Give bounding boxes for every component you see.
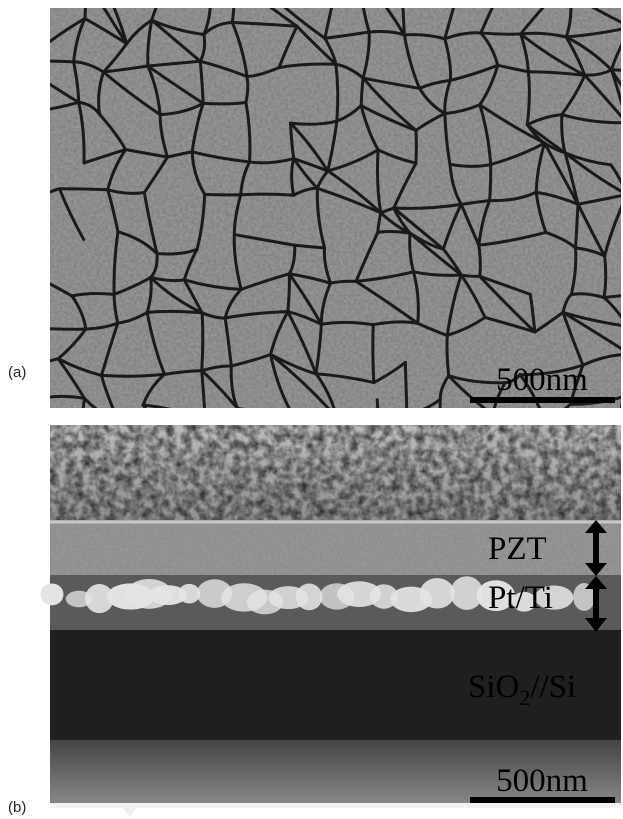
boundary bbox=[205, 408, 237, 419]
boundary bbox=[373, 325, 374, 383]
boundary bbox=[288, 274, 290, 312]
surface-texture bbox=[50, 425, 621, 523]
page: 500nm (a) PZT Pt/Ti SiO2//Si 500nm (b) (… bbox=[0, 0, 623, 819]
boundary bbox=[18, 45, 45, 63]
boundary bbox=[237, 408, 291, 412]
layer-label: Pt/Ti bbox=[488, 580, 553, 616]
boundary bbox=[19, 114, 20, 143]
boundary bbox=[21, 251, 41, 269]
boundary bbox=[291, 412, 337, 418]
boundary bbox=[34, 399, 38, 456]
scale-label: 500nm bbox=[496, 763, 588, 799]
boundary bbox=[60, 189, 108, 190]
boundary bbox=[27, 327, 29, 371]
boundary bbox=[20, 144, 33, 202]
boundary bbox=[246, 77, 248, 103]
scale-label: 500nm bbox=[496, 362, 588, 398]
boundary bbox=[547, 0, 570, 3]
boundary bbox=[85, 0, 86, 19]
boundary bbox=[147, 311, 202, 313]
layer-label: PZT bbox=[488, 531, 547, 567]
boundary bbox=[203, 102, 246, 103]
boundary bbox=[18, 63, 19, 114]
boundary bbox=[202, 313, 203, 371]
grain bbox=[41, 583, 64, 605]
subscript: 2 bbox=[519, 685, 530, 710]
boundary bbox=[490, 165, 491, 201]
particle bbox=[122, 808, 137, 816]
boundary bbox=[29, 371, 38, 399]
grain bbox=[296, 584, 322, 611]
grain bbox=[420, 578, 455, 608]
boundary bbox=[241, 194, 294, 195]
edge bbox=[50, 803, 621, 808]
figure: 500nm (a) PZT Pt/Ti SiO2//Si 500nm (b) bbox=[0, 0, 623, 819]
boundary bbox=[479, 245, 480, 276]
boundary bbox=[18, 0, 45, 45]
label-part: SiO bbox=[468, 669, 519, 705]
panel-label: (b) bbox=[8, 799, 26, 816]
boundary bbox=[378, 232, 410, 234]
boundary bbox=[461, 275, 480, 276]
panel-a: 500nm (a) bbox=[8, 0, 623, 463]
boundary bbox=[493, 415, 545, 424]
boundary bbox=[405, 362, 407, 415]
label-part: //Si bbox=[530, 669, 576, 705]
boundary bbox=[447, 335, 449, 375]
boundary bbox=[481, 33, 521, 34]
boundary bbox=[33, 202, 41, 251]
panel-b: PZT Pt/Ti SiO2//Si 500nm (b) bbox=[8, 425, 621, 816]
panel-label: (a) bbox=[8, 364, 26, 381]
